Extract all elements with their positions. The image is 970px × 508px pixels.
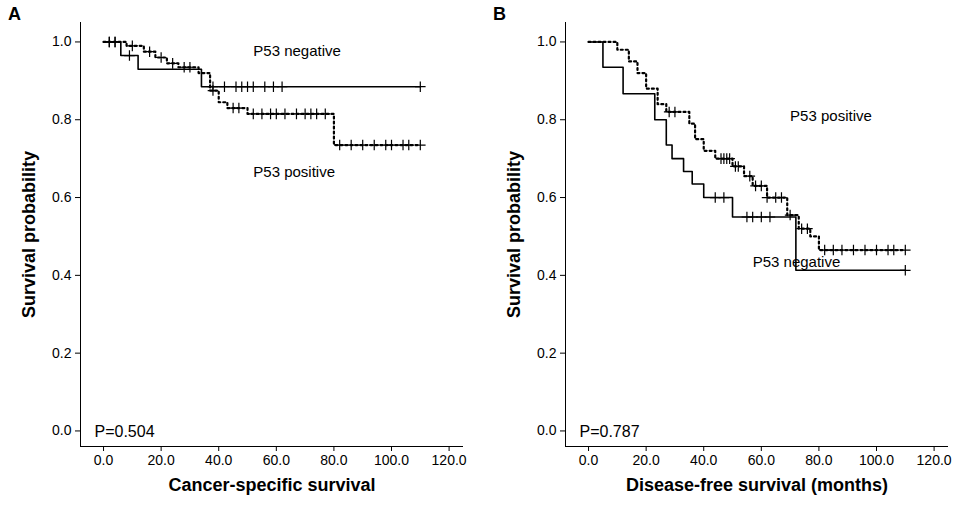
svg-text:0.8: 0.8 — [52, 111, 72, 127]
svg-text:0.0: 0.0 — [52, 422, 72, 438]
svg-text:80.0: 80.0 — [805, 452, 832, 468]
svg-text:100.0: 100.0 — [374, 452, 409, 468]
svg-text:40.0: 40.0 — [690, 452, 717, 468]
svg-text:60.0: 60.0 — [748, 452, 775, 468]
svg-text:40.0: 40.0 — [205, 452, 232, 468]
svg-text:0.8: 0.8 — [537, 111, 557, 127]
svg-text:20.0: 20.0 — [148, 452, 175, 468]
svg-text:P53 negative: P53 negative — [253, 42, 341, 59]
svg-text:0.2: 0.2 — [52, 345, 72, 361]
svg-text:20.0: 20.0 — [633, 452, 660, 468]
svg-text:0.0: 0.0 — [94, 452, 114, 468]
svg-text:P=0.504: P=0.504 — [95, 423, 155, 440]
svg-text:P53 positive: P53 positive — [790, 107, 872, 124]
svg-text:80.0: 80.0 — [320, 452, 347, 468]
svg-text:1.0: 1.0 — [52, 33, 72, 49]
svg-text:120.0: 120.0 — [917, 452, 952, 468]
svg-text:120.0: 120.0 — [432, 452, 467, 468]
svg-text:P=0.787: P=0.787 — [580, 423, 640, 440]
svg-text:1.0: 1.0 — [537, 33, 557, 49]
svg-text:P53 negative: P53 negative — [753, 253, 841, 270]
svg-text:Survival probability: Survival probability — [19, 151, 39, 318]
svg-text:0.0: 0.0 — [537, 422, 557, 438]
svg-text:P53 positive: P53 positive — [253, 163, 335, 180]
html-text:B: B — [493, 4, 506, 24]
svg-text:100.0: 100.0 — [859, 452, 894, 468]
svg-text:0.0: 0.0 — [579, 452, 599, 468]
svg-text:Survival probability: Survival probability — [504, 151, 524, 318]
svg-text:60.0: 60.0 — [263, 452, 290, 468]
svg-text:0.4: 0.4 — [52, 267, 72, 283]
svg-text:0.6: 0.6 — [537, 189, 557, 205]
svg-text:0.2: 0.2 — [537, 345, 557, 361]
svg-text:0.6: 0.6 — [52, 189, 72, 205]
svg-text:Cancer-specific survival: Cancer-specific survival — [168, 475, 375, 495]
svg-text:0.4: 0.4 — [537, 267, 557, 283]
svg-text:Disease-free survival (months): Disease-free survival (months) — [626, 475, 888, 495]
html-text:A: A — [8, 4, 21, 24]
